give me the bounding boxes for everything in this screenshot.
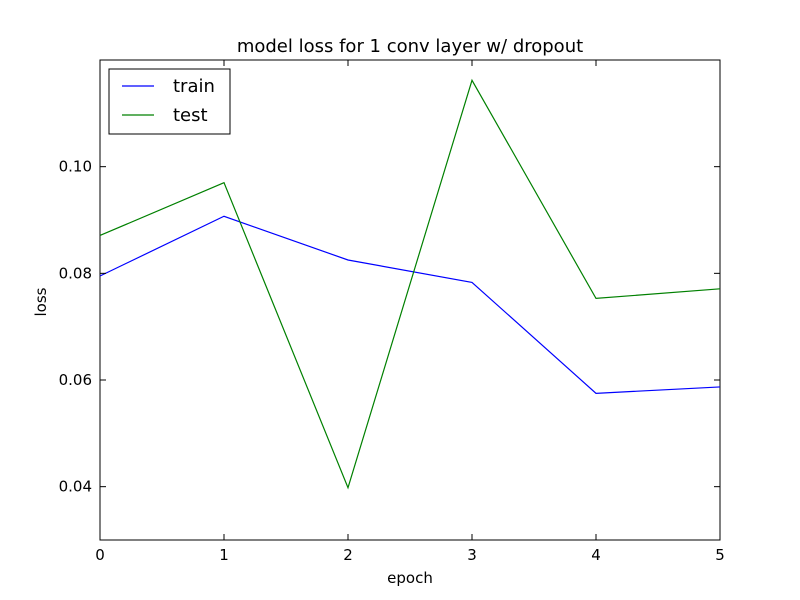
- series-line-test: [99, 78, 721, 490]
- y-tick-label: 0.10: [59, 158, 92, 176]
- plot-area: 0 1 2 3 4 5 0.04 0.06 0.08 0.10: [59, 59, 725, 564]
- y-axis-label: loss: [32, 287, 50, 316]
- x-axis-label: epoch: [387, 569, 433, 587]
- y-tick-label: 0.08: [59, 264, 92, 282]
- x-tick-label: 3: [467, 546, 477, 564]
- series-line-train: [99, 215, 721, 394]
- x-tick-label: 1: [219, 546, 229, 564]
- plot-frame: [99, 59, 721, 541]
- legend-label-test: test: [173, 105, 208, 126]
- x-tick-label: 2: [343, 546, 353, 564]
- ticks-layer: 0 1 2 3 4 5 0.04 0.06 0.08 0.10: [59, 60, 725, 564]
- x-tick-label: 4: [591, 546, 601, 564]
- y-tick-label: 0.04: [59, 478, 92, 496]
- legend-entries: train test: [122, 76, 215, 126]
- legend: train test: [108, 68, 231, 135]
- series-layer: [99, 78, 721, 490]
- legend-box: [108, 68, 231, 135]
- y-tick-label: 0.06: [59, 371, 92, 389]
- chart-title: model loss for 1 conv layer w/ dropout: [237, 36, 583, 57]
- x-tick-label: 0: [95, 546, 105, 564]
- legend-label-train: train: [173, 76, 215, 97]
- x-tick-label: 5: [715, 546, 725, 564]
